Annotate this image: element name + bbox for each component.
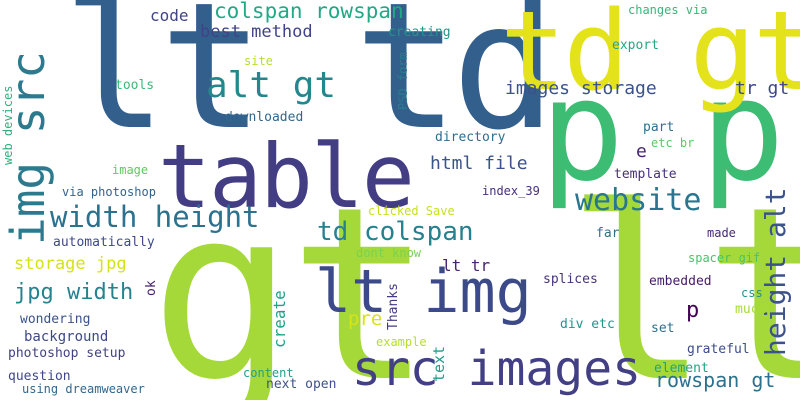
word-e: e <box>636 141 647 162</box>
word-export: export <box>612 38 659 53</box>
word-dont-know: dont know <box>356 246 422 260</box>
word-ok: ok <box>144 280 159 296</box>
word-html-file: html file <box>430 153 528 174</box>
word-etc-br: etc br <box>651 136 695 150</box>
word-downloaded: downloaded <box>225 110 304 125</box>
word-background: background <box>24 329 109 345</box>
word-made: made <box>707 226 736 240</box>
word-splices: splices <box>543 272 598 287</box>
word-td-colspan: td colspan <box>317 217 474 247</box>
word-set: set <box>651 321 675 336</box>
word-text: text <box>430 345 448 382</box>
word-tr-gt: tr gt <box>735 78 790 99</box>
word-much: much <box>735 302 767 317</box>
word-images-storage: images storage <box>505 78 657 99</box>
word-far: far <box>596 226 620 241</box>
word-psd-form: PSD form <box>396 52 410 110</box>
word-tools: tools <box>115 78 155 93</box>
word-alt-gt: alt gt <box>206 65 337 106</box>
word-lt-img: lt img <box>315 257 532 327</box>
word-lt-td: lt td <box>62 0 557 169</box>
word-src-images: src images <box>352 341 641 397</box>
word-p-p: p p <box>540 50 785 213</box>
word-directory: directory <box>435 130 506 145</box>
word-storage-jpg: storage jpg <box>14 254 127 274</box>
word-width-height: width height <box>50 200 260 234</box>
word-example: example <box>376 335 427 349</box>
word-question: question <box>8 369 71 384</box>
word-best-method: best method <box>200 22 313 42</box>
word-spacer-gif: spacer gif <box>688 251 761 265</box>
word-website: website <box>575 183 702 218</box>
word-css: css <box>741 286 763 300</box>
word-code: code <box>150 6 189 25</box>
word-image: image <box>112 163 149 177</box>
word-div-etc: div etc <box>560 317 615 332</box>
word-pre: pre <box>348 308 383 330</box>
word-embedded: embedded <box>649 274 712 289</box>
word-automatically: automatically <box>53 235 155 250</box>
word-index-39: index_39 <box>482 184 540 198</box>
word-wondering: wondering <box>20 312 91 327</box>
word-rowspan-gt: rowspan gt <box>655 368 776 392</box>
word-clicked-save: clicked Save <box>368 204 455 218</box>
word-create: create <box>270 290 289 348</box>
word-photoshop-setup: photoshop setup <box>8 346 126 361</box>
word-jpg-width: jpg width <box>14 280 134 305</box>
word-site: site <box>244 54 273 68</box>
word-grateful: grateful <box>687 342 750 357</box>
word-element: element <box>654 361 709 376</box>
word-part: part <box>643 120 675 135</box>
word-using-dreamweaver: using dreamweaver <box>22 382 145 396</box>
word-thanks: Thanks <box>386 283 401 330</box>
word-height-alt: height alt <box>759 187 792 356</box>
word-via-photoshop: via photoshop <box>62 185 156 199</box>
word-creating: creating <box>388 25 451 40</box>
word-content: content <box>243 366 294 380</box>
word-p-small: p <box>686 298 700 323</box>
word-lt-tr: lt tr <box>442 256 491 275</box>
word-td-gt: td gt <box>500 0 800 115</box>
word-changes-via: changes via <box>628 3 708 17</box>
word-template: template <box>614 167 677 182</box>
word-table: table <box>158 125 415 228</box>
word-colspan-rowspan: colspan rowspan <box>214 0 404 23</box>
word-gt-lt: gt lt <box>150 155 800 400</box>
word-web-devices: web devices <box>1 85 15 165</box>
word-next-open: next open <box>266 377 337 392</box>
